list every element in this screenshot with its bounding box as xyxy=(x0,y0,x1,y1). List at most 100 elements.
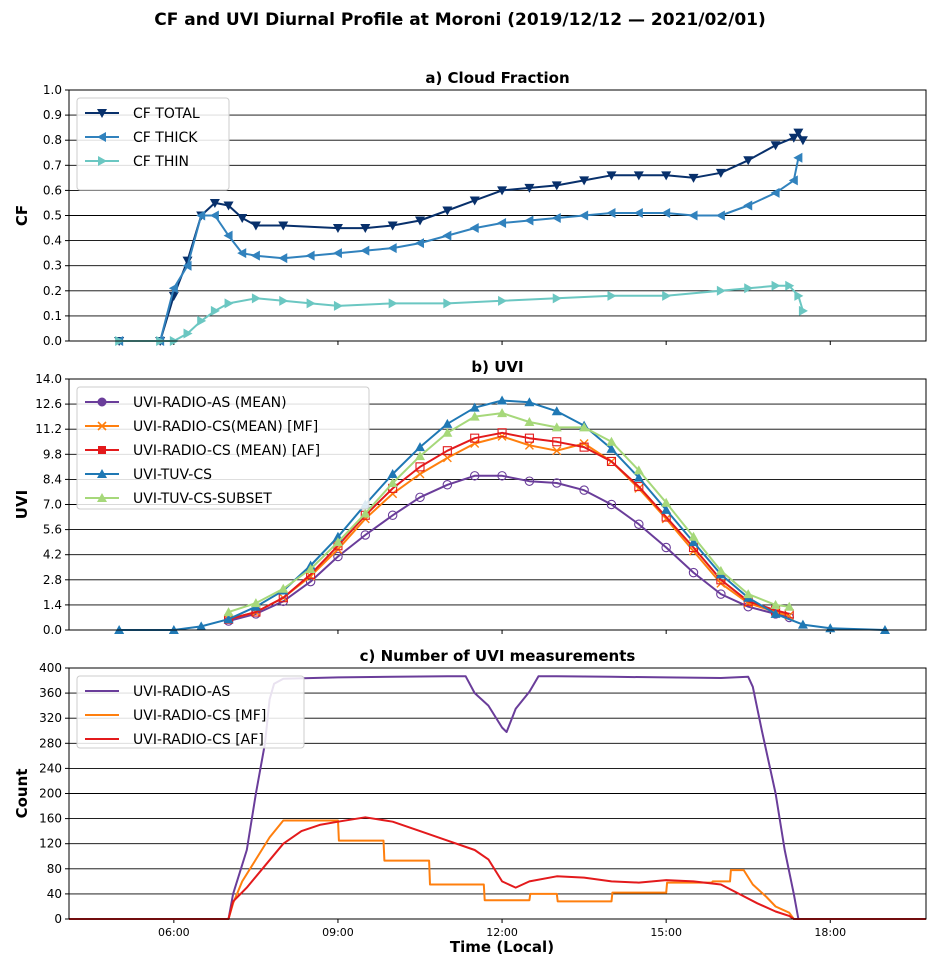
data-point xyxy=(387,221,398,231)
y-tick-label: 9.8 xyxy=(43,447,62,461)
x-axis-label: Time (Local) xyxy=(450,938,554,956)
series-line xyxy=(119,284,804,342)
data-point xyxy=(497,186,508,196)
plot-frame xyxy=(68,667,927,920)
legend-label: UVI-TUV-CS xyxy=(133,467,212,483)
x-tick-label: 18:00 xyxy=(814,926,846,939)
data-point xyxy=(278,583,289,593)
data-point xyxy=(278,253,288,264)
data-point xyxy=(415,238,425,249)
data-point xyxy=(497,408,508,418)
y-tick-label: 0.1 xyxy=(43,309,62,323)
y-tick-label: 0.6 xyxy=(43,183,62,197)
data-point xyxy=(442,427,453,437)
data-point xyxy=(606,436,617,446)
series-line xyxy=(69,816,926,920)
data-point xyxy=(661,542,671,553)
y-axis-label: CF xyxy=(13,205,31,226)
y-tick-label: 0.2 xyxy=(43,284,62,298)
legend-label: UVI-RADIO-CS(MEAN) [MF] xyxy=(133,419,318,435)
y-tick-label: 0.8 xyxy=(43,133,62,147)
data-point xyxy=(415,492,425,503)
data-point xyxy=(470,439,480,449)
data-point xyxy=(360,530,371,540)
panel-1: a) Cloud Fraction 0.0 0.1 0.2 0.3 0.4 0.5 0.6 0.… xyxy=(13,69,927,348)
data-point xyxy=(551,213,561,224)
x-tick-label: 15:00 xyxy=(650,926,682,939)
data-point xyxy=(633,207,643,218)
data-point xyxy=(688,173,699,183)
y-tick-label: 0.0 xyxy=(43,623,62,637)
data-point xyxy=(770,141,781,151)
data-point xyxy=(579,210,589,221)
data-point xyxy=(524,397,535,407)
data-point xyxy=(797,619,808,629)
y-tick-label: 160 xyxy=(39,812,62,826)
x-tick-label: 12:00 xyxy=(486,926,518,939)
series-line xyxy=(228,435,790,621)
x-tick-label: 06:00 xyxy=(158,926,190,939)
data-point xyxy=(333,551,343,562)
y-tick-label: 2.8 xyxy=(43,573,62,587)
data-point xyxy=(551,181,562,191)
data-point xyxy=(197,315,207,326)
data-point xyxy=(579,176,590,186)
data-point xyxy=(443,298,453,309)
series-line xyxy=(69,819,926,920)
data-point xyxy=(223,201,234,211)
y-tick-label: 1.4 xyxy=(43,598,62,612)
data-point xyxy=(743,156,754,166)
data-point xyxy=(305,564,316,574)
data-point xyxy=(306,298,316,309)
data-point xyxy=(237,248,247,259)
data-point xyxy=(579,442,589,452)
y-tick-label: 14.0 xyxy=(35,372,62,386)
series-line xyxy=(228,412,790,614)
data-point xyxy=(469,223,479,234)
data-point xyxy=(607,290,617,301)
y-tick-label: 280 xyxy=(39,736,62,750)
data-point xyxy=(785,280,795,291)
data-point xyxy=(278,221,289,231)
data-point xyxy=(497,395,508,405)
data-point xyxy=(744,283,754,294)
data-point xyxy=(606,499,617,510)
data-point xyxy=(770,187,780,198)
data-point xyxy=(497,218,507,229)
data-point xyxy=(237,214,248,224)
series-uvi-radio-cs-mf- xyxy=(69,819,926,920)
y-tick-label: 400 xyxy=(39,661,62,675)
y-tick-label: 80 xyxy=(47,862,62,876)
data-point xyxy=(524,417,535,427)
data-point xyxy=(223,230,233,241)
plot-frame xyxy=(68,378,927,631)
y-tick-label: 200 xyxy=(39,787,62,801)
figure-title: CF and UVI Diurnal Profile at Moroni (20… xyxy=(154,10,766,30)
data-point xyxy=(606,207,616,218)
data-point xyxy=(793,128,804,138)
data-point xyxy=(771,280,781,291)
data-point xyxy=(798,305,808,316)
data-point xyxy=(469,411,480,421)
series-cf-thin xyxy=(115,280,808,346)
data-point xyxy=(552,293,562,304)
y-tick-label: 5.6 xyxy=(43,523,62,537)
y-tick-label: 0.5 xyxy=(43,209,62,223)
data-point xyxy=(183,328,193,339)
data-point xyxy=(552,478,562,488)
data-point xyxy=(661,207,671,218)
data-point xyxy=(251,293,261,304)
data-point xyxy=(387,243,397,254)
data-point xyxy=(415,216,426,226)
panel-title: b) UVI xyxy=(471,358,523,376)
y-tick-label: 240 xyxy=(39,761,62,775)
data-point xyxy=(715,565,726,575)
legend-label: UVI-RADIO-CS [MF] xyxy=(133,708,266,724)
data-point xyxy=(524,215,534,226)
data-point xyxy=(688,210,698,221)
series-line xyxy=(119,131,804,342)
data-point xyxy=(634,482,644,492)
y-tick-label: 40 xyxy=(47,887,62,901)
data-point xyxy=(388,298,398,309)
